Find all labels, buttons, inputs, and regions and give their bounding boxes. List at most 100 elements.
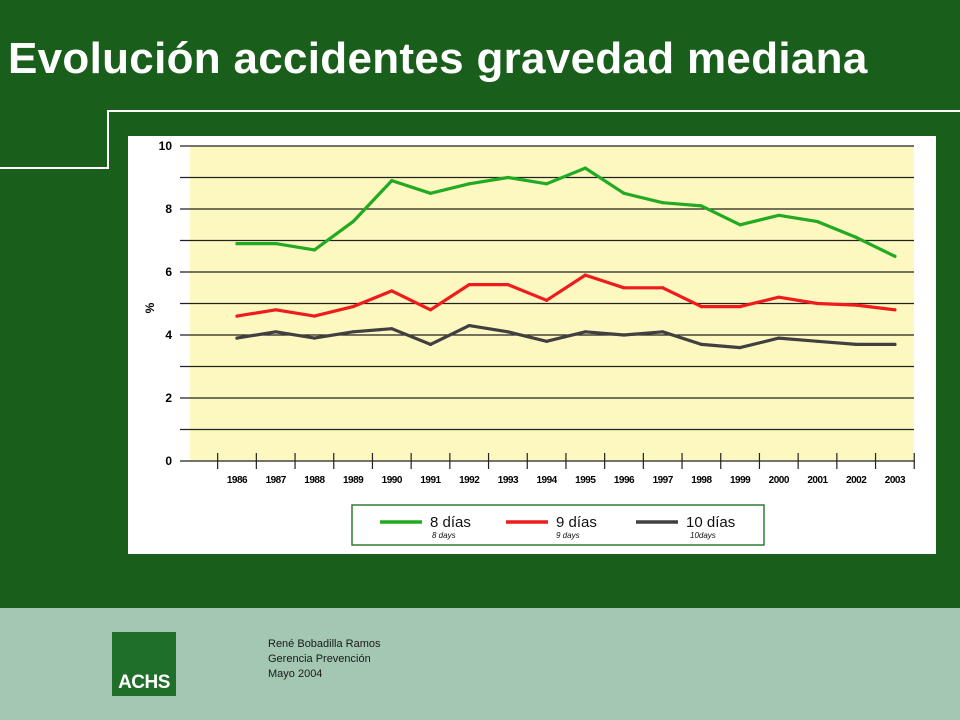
x-tick-label: 1988 bbox=[304, 475, 325, 486]
data-point bbox=[854, 235, 858, 239]
data-point bbox=[699, 204, 704, 208]
legend-label: 9 días bbox=[556, 514, 597, 531]
data-point bbox=[506, 283, 510, 287]
x-tick-label: 2001 bbox=[807, 475, 828, 486]
x-tick-label: 1993 bbox=[498, 475, 519, 486]
x-tick-label: 1998 bbox=[691, 475, 712, 486]
decor-line-horizontal-top bbox=[108, 110, 960, 112]
x-tick-label: 1989 bbox=[343, 475, 364, 486]
footer-date: Mayo 2004 bbox=[268, 668, 323, 680]
data-point bbox=[777, 295, 781, 299]
data-point bbox=[351, 305, 355, 309]
data-point bbox=[428, 308, 433, 312]
data-point bbox=[467, 323, 471, 328]
y-tick-label: 0 bbox=[165, 454, 172, 468]
legend-sublabel: 8 days bbox=[432, 531, 456, 540]
data-point bbox=[893, 342, 897, 347]
data-point bbox=[815, 220, 820, 224]
series-line bbox=[235, 273, 897, 318]
x-tick-label: 2002 bbox=[846, 475, 867, 486]
data-point bbox=[815, 301, 820, 306]
x-tick-label: 1987 bbox=[266, 475, 287, 486]
x-tick-label: 1996 bbox=[614, 475, 635, 486]
chart-panel: 0 2 4 6 8 10 1986 1987 1988 1989 1990 1991 1992 1993… bbox=[128, 136, 936, 554]
legend-box bbox=[351, 504, 765, 546]
y-tick-label: 6 bbox=[165, 265, 172, 279]
data-point bbox=[583, 273, 587, 277]
data-point bbox=[699, 305, 704, 309]
data-point bbox=[777, 213, 781, 217]
data-point bbox=[351, 330, 355, 334]
x-tick-label: 2003 bbox=[885, 475, 906, 486]
data-point bbox=[274, 242, 278, 246]
footer-department: Gerencia Prevención bbox=[268, 653, 371, 665]
data-point bbox=[312, 336, 316, 340]
data-point bbox=[506, 175, 510, 180]
decor-line-horizontal-left bbox=[0, 167, 109, 169]
data-point bbox=[545, 182, 549, 186]
data-point bbox=[699, 342, 704, 347]
x-tick-label: 2000 bbox=[769, 475, 790, 486]
data-point bbox=[351, 220, 355, 224]
data-point bbox=[545, 298, 549, 302]
data-point bbox=[235, 242, 239, 246]
data-point bbox=[661, 286, 665, 290]
legend-label: 8 días bbox=[430, 514, 471, 531]
data-point bbox=[390, 327, 394, 331]
data-point bbox=[622, 286, 626, 290]
achs-logo: ACHS bbox=[112, 632, 176, 696]
data-point bbox=[815, 339, 820, 343]
data-point bbox=[777, 336, 781, 340]
data-point bbox=[583, 166, 587, 170]
data-point bbox=[854, 342, 858, 347]
series-line bbox=[235, 166, 897, 258]
data-point bbox=[467, 182, 471, 186]
data-point bbox=[738, 346, 742, 350]
decor-line-vertical bbox=[107, 110, 109, 169]
data-point bbox=[661, 330, 665, 334]
x-tick-label: 1999 bbox=[730, 475, 751, 486]
y-tick-label: 8 bbox=[165, 202, 172, 216]
x-tick-label: 1992 bbox=[459, 475, 480, 486]
data-point bbox=[738, 223, 742, 227]
data-point bbox=[390, 179, 394, 183]
data-point bbox=[312, 248, 316, 252]
data-point bbox=[661, 201, 665, 205]
data-point bbox=[738, 305, 742, 309]
data-point bbox=[467, 283, 471, 287]
data-point bbox=[428, 191, 433, 195]
x-tick-label: 1986 bbox=[227, 475, 248, 486]
data-point bbox=[235, 314, 239, 318]
y-axis-label: % bbox=[143, 302, 157, 313]
legend-sublabel: 10days bbox=[690, 531, 716, 540]
data-point bbox=[583, 330, 587, 334]
series-line bbox=[235, 324, 897, 350]
data-point bbox=[854, 303, 858, 307]
data-point bbox=[390, 289, 394, 293]
data-point bbox=[274, 308, 278, 312]
x-tick-label: 1995 bbox=[575, 475, 596, 486]
data-point bbox=[893, 254, 897, 258]
footer-info: René Bobadilla Ramos Gerencia Prevención… bbox=[268, 637, 381, 682]
x-tick-label: 1991 bbox=[420, 475, 441, 486]
data-point bbox=[274, 330, 278, 334]
x-tick-label: 1997 bbox=[653, 475, 674, 486]
data-point bbox=[312, 314, 316, 318]
data-point bbox=[506, 330, 510, 334]
legend-label: 10 días bbox=[686, 514, 735, 531]
y-tick-label: 4 bbox=[165, 328, 172, 342]
slide-title: Evolución accidentes gravedad mediana bbox=[8, 34, 868, 83]
data-point bbox=[622, 333, 626, 337]
data-point bbox=[893, 308, 897, 312]
x-tick-label: 1994 bbox=[536, 475, 557, 486]
x-tick-label: 1990 bbox=[382, 475, 403, 486]
y-tick-label: 2 bbox=[165, 391, 172, 405]
data-point bbox=[545, 339, 549, 343]
y-tick-label: 10 bbox=[159, 139, 173, 153]
line-chart: 0 2 4 6 8 10 1986 1987 1988 1989 1990 1991 1992 1993… bbox=[143, 139, 915, 546]
data-point bbox=[235, 336, 239, 340]
data-point bbox=[622, 191, 626, 195]
data-point bbox=[428, 342, 433, 347]
achs-logo-text: ACHS bbox=[118, 672, 170, 693]
legend-sublabel: 9 days bbox=[556, 531, 580, 540]
